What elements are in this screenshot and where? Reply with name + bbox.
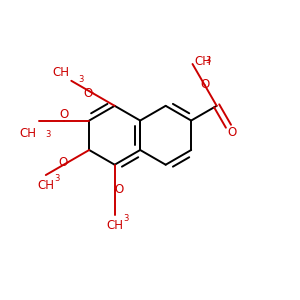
Text: CH: CH (194, 55, 211, 68)
Text: O: O (84, 87, 93, 100)
Text: 3: 3 (124, 214, 129, 223)
Text: 3: 3 (45, 130, 50, 139)
Text: CH: CH (106, 219, 123, 232)
Text: O: O (115, 183, 124, 196)
Text: 3: 3 (206, 56, 211, 65)
Text: CH: CH (53, 66, 70, 79)
Text: CH: CH (19, 127, 36, 140)
Text: O: O (227, 126, 237, 139)
Text: CH: CH (37, 179, 54, 192)
Text: O: O (200, 78, 209, 92)
Text: 3: 3 (79, 75, 84, 84)
Text: 3: 3 (55, 174, 60, 183)
Text: O: O (59, 108, 69, 121)
Text: O: O (58, 156, 68, 169)
